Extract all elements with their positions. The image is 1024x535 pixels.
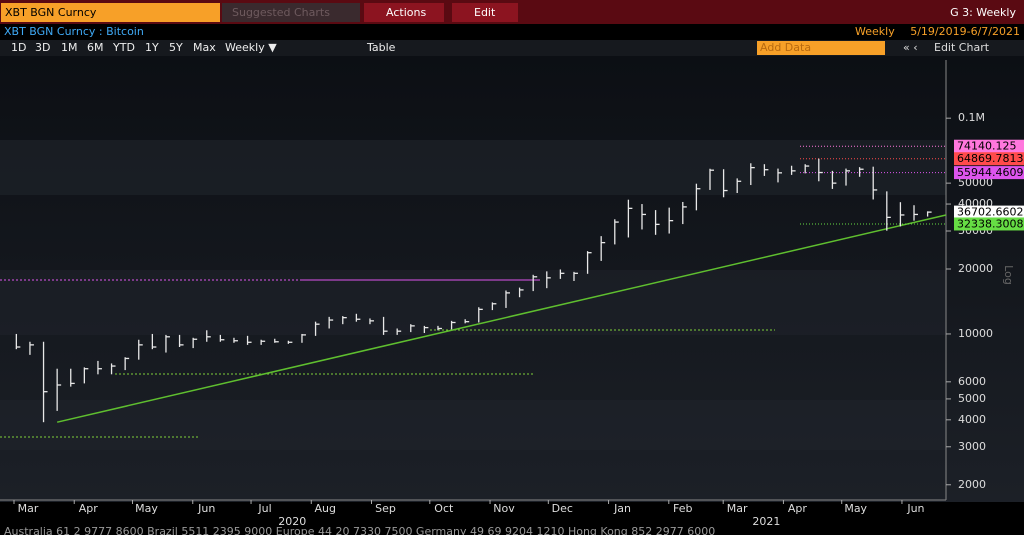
add-data-field[interactable] [757,41,885,55]
range-button[interactable]: 5Y [169,41,183,54]
band [0,270,946,335]
trendline [56,214,947,423]
suggested-button[interactable] [222,3,360,22]
x-tick-label: Oct [434,502,454,515]
x-tick-label: Mar [727,502,748,515]
y-tick-label: 20000 [958,262,993,275]
security-text: XBT BGN Curncy [5,6,97,19]
edit-button[interactable] [452,3,518,22]
x-tick-label: Sep [375,502,396,515]
date-range: 5/19/2019-6/7/2021 [910,25,1020,38]
x-tick-label: Feb [673,502,692,515]
x-tick-label: Apr [788,502,808,515]
y-tick-label: 5000 [958,392,986,405]
price-tag-label: 74140.125 [957,140,1017,153]
x-tick-label: May [844,502,867,515]
range-button[interactable]: 1D [11,41,26,54]
security-field[interactable] [1,3,220,22]
price-tag [954,139,1024,153]
price-tag [954,205,1024,219]
x-tick-label: Jun [197,502,215,515]
band [0,140,946,195]
x-tick-label: Mar [18,502,39,515]
subtitle: XBT BGN Curncy : Bitcoin [4,25,144,38]
y-tick-label: 6000 [958,375,986,388]
price-tag-label: 36702.6602 [957,206,1023,219]
price-tag [954,166,1024,180]
y-tick-label: 10000 [958,327,993,340]
nav-arrows[interactable]: « ‹ [903,41,918,54]
footer: Australia 61 2 9777 8600 Brazil 5511 239… [4,525,715,535]
x-tick-label: Dec [552,502,573,515]
period: Weekly [855,25,895,38]
x-tick-label: Jan [613,502,631,515]
x-tick-label: Aug [315,502,336,515]
price-tag [954,152,1024,166]
year-label: 2021 [752,515,780,528]
suggested-text: Suggested Charts [232,6,330,19]
x-tick-label: Jun [906,502,924,515]
range-button[interactable]: 1M [61,41,78,54]
range-button[interactable]: 1Y [145,41,159,54]
range-button[interactable]: 6M [87,41,104,54]
edit-chart[interactable]: Edit Chart [934,41,990,54]
actions-button[interactable] [364,3,444,22]
price-tag-label: 55944.4609 [957,166,1023,179]
y-tick-label: 2000 [958,478,986,491]
x-tick-label: Nov [493,502,515,515]
edit-text: Edit [474,6,496,19]
x-tick-label: Jul [257,502,271,515]
band [0,400,946,450]
price-tag [954,217,1024,231]
price-tag-label: 64869.7813 [957,152,1023,165]
price-tag-label: 32338.3008 [957,217,1023,230]
y-tick-label: 50000 [958,176,993,189]
y-tick-label: 0.1M [958,111,985,124]
range-button[interactable]: Max [193,41,216,54]
range-button[interactable]: YTD [112,41,135,54]
x-tick-label: Apr [79,502,99,515]
actions-text: Actions [386,6,426,19]
page-label: G 3: Weekly [950,6,1016,19]
range-button[interactable]: 3D [35,41,50,54]
y-tick-label: 4000 [958,413,986,426]
scale-label: Log [1002,265,1015,285]
y-tick-label: 3000 [958,440,986,453]
year-label: 2020 [278,515,306,528]
add-data-text: Add Data [760,41,811,54]
x-tick-label: May [135,502,158,515]
range-button[interactable]: Weekly ▼ [225,41,277,54]
range-button[interactable]: Table [366,41,396,54]
